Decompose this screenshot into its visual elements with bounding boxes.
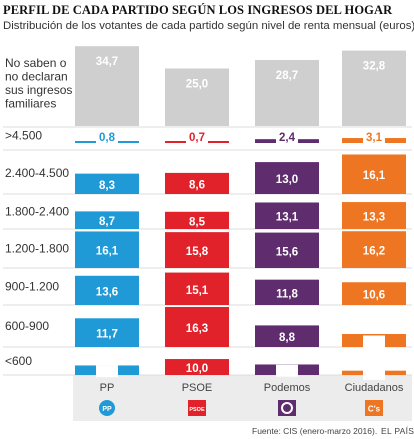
psoe-logo-icon bbox=[188, 400, 206, 416]
value-label: 15,8 bbox=[186, 246, 209, 258]
pp-logo-text: PP bbox=[102, 406, 112, 413]
source-note: Fuente: CIS (enero-marzo 2016). bbox=[252, 426, 378, 436]
value-label-bg bbox=[186, 131, 208, 143]
value-label: 8,3 bbox=[99, 180, 115, 192]
value-label: 32,8 bbox=[363, 61, 386, 73]
chart-title: PERFIL DE CADA PARTIDO SEGÚN LOS INGRESO… bbox=[3, 3, 393, 17]
bar bbox=[255, 325, 319, 347]
value-label: 16,2 bbox=[363, 246, 385, 258]
bar bbox=[255, 232, 319, 268]
ciudadanos-logo-icon bbox=[365, 400, 383, 416]
value-label: 5,3 bbox=[366, 336, 382, 348]
value-label: 10,6 bbox=[363, 290, 385, 302]
bar bbox=[342, 231, 406, 268]
bar bbox=[165, 359, 229, 375]
pp-logo-icon bbox=[99, 400, 115, 416]
category-label: familiares bbox=[5, 96, 56, 110]
category-label: 2.400-4.500 bbox=[5, 166, 69, 180]
value-label: 13,6 bbox=[96, 286, 118, 298]
bar bbox=[75, 211, 139, 229]
value-label: 6,6 bbox=[279, 366, 295, 378]
value-label: 3,1 bbox=[366, 132, 383, 144]
category-label: <600 bbox=[5, 354, 32, 368]
credit-label: EL PAÍS bbox=[381, 426, 414, 436]
bar bbox=[165, 307, 229, 347]
psoe-logo-text: PSOE bbox=[189, 407, 205, 413]
party-label: PSOE bbox=[182, 382, 213, 394]
value-label: 2,7 bbox=[366, 369, 382, 381]
bar bbox=[165, 172, 229, 194]
bar bbox=[75, 173, 139, 194]
value-label: 15,6 bbox=[276, 246, 298, 258]
bar bbox=[255, 59, 319, 126]
value-label: 6,0 bbox=[99, 366, 115, 378]
ciudadanos-logo-text: C's bbox=[368, 405, 381, 414]
bar bbox=[75, 275, 139, 305]
value-label: 25,0 bbox=[186, 79, 208, 91]
value-label: 15,1 bbox=[186, 285, 209, 297]
value-label: 28,7 bbox=[276, 70, 298, 82]
value-label-bg bbox=[276, 364, 298, 377]
value-label: 13,3 bbox=[363, 212, 385, 224]
value-label: 34,7 bbox=[96, 56, 118, 68]
bar bbox=[342, 50, 406, 127]
value-label: 13,0 bbox=[276, 174, 298, 186]
party-label: Podemos bbox=[264, 382, 311, 394]
value-label: 11,7 bbox=[96, 329, 118, 341]
party-band bbox=[73, 375, 412, 421]
bar bbox=[75, 46, 139, 126]
bar bbox=[342, 202, 406, 229]
value-label: 0,7 bbox=[189, 132, 205, 144]
category-label: >4.500 bbox=[5, 129, 42, 143]
value-label: 8,7 bbox=[99, 216, 115, 228]
value-label-bg bbox=[276, 131, 298, 143]
bar bbox=[165, 68, 229, 126]
value-label: 2,4 bbox=[279, 132, 296, 144]
category-label: 900-1.200 bbox=[5, 280, 59, 294]
value-label: 8,8 bbox=[279, 332, 296, 344]
value-label: 10,0 bbox=[186, 363, 208, 375]
value-label: 0,8 bbox=[99, 132, 116, 144]
value-label: 8,6 bbox=[189, 179, 205, 191]
bar bbox=[75, 231, 139, 268]
value-label-bg bbox=[96, 365, 118, 378]
bar bbox=[165, 272, 229, 305]
bar bbox=[165, 211, 229, 229]
value-label-bg bbox=[96, 131, 118, 143]
bar bbox=[342, 282, 406, 305]
bar bbox=[255, 202, 319, 229]
value-label: 13,1 bbox=[276, 212, 299, 224]
value-label-bg bbox=[363, 131, 385, 143]
value-label-bg bbox=[363, 335, 385, 348]
chart-subtitle: Distribución de los votantes de cada par… bbox=[3, 20, 414, 32]
bar bbox=[342, 154, 406, 194]
category-label: No saben o bbox=[5, 56, 67, 70]
category-label: 1.200-1.800 bbox=[5, 242, 69, 256]
category-label: 600-900 bbox=[5, 319, 49, 333]
bar bbox=[255, 162, 319, 194]
value-label-bg bbox=[363, 367, 385, 380]
value-label: 16,1 bbox=[96, 246, 119, 258]
category-label: sus ingresos bbox=[5, 83, 72, 97]
party-label: PP bbox=[100, 382, 115, 394]
category-label: no declaran bbox=[5, 69, 68, 83]
value-label: 11,8 bbox=[276, 288, 298, 300]
value-label: 8,5 bbox=[189, 216, 206, 228]
bar bbox=[75, 318, 139, 347]
podemos-circle-icon bbox=[281, 402, 293, 414]
party-label: Ciudadanos bbox=[345, 382, 404, 394]
value-label: 16,1 bbox=[363, 170, 386, 182]
bar bbox=[255, 279, 319, 305]
bar bbox=[165, 232, 229, 268]
value-label: 16,3 bbox=[186, 323, 208, 335]
category-label: 1.800-2.400 bbox=[5, 205, 69, 219]
podemos-logo-icon bbox=[278, 400, 296, 416]
